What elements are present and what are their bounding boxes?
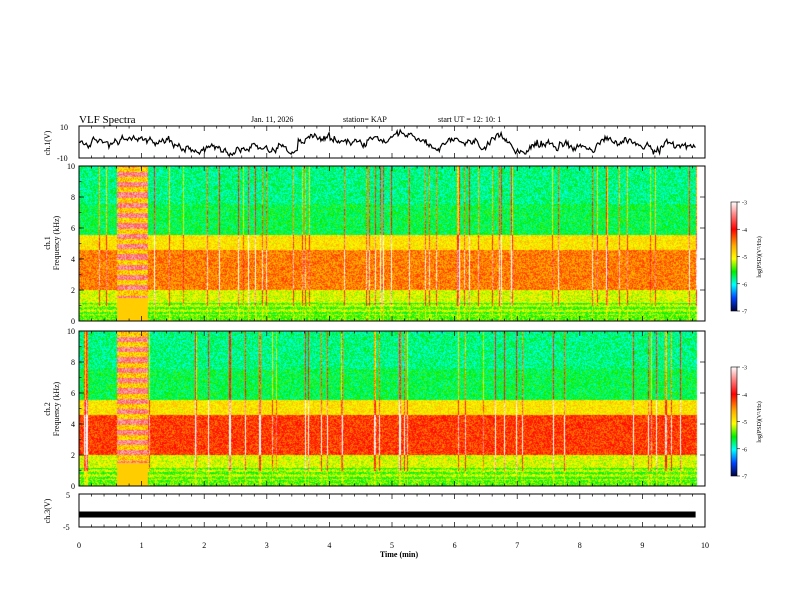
ch1-spectrogram-panel: 0 2 4 6 8 10 ch.1 Frequency (kHz)	[43, 162, 706, 326]
station-label: station= KAP	[343, 115, 387, 124]
colorbar-tick-label: -7	[742, 475, 747, 481]
x-tick-label: 8	[578, 541, 582, 550]
ch3-ylabel: ch.3(V)	[43, 498, 52, 523]
ch1-waveform-panel: 10 -10 ch.1(V)	[43, 123, 706, 163]
start-time-label: start UT = 12: 10: 1	[438, 115, 501, 124]
ch3-ytick-bottom: -5	[63, 523, 70, 532]
y-tick-label: 4	[71, 255, 75, 264]
ch2-spec-ylabel-frequency: Frequency (kHz)	[52, 381, 61, 436]
ch2-colorbar: -3 -4 -5 -6 -7 log(PSD)(V²/Hz)	[730, 366, 763, 481]
ch1-colorbar-gradient	[730, 201, 738, 312]
chart-title: VLF Spectra	[79, 114, 136, 126]
ch1-spec-ylabel-channel: ch.1	[43, 236, 52, 250]
ch2-spectrogram-image	[79, 331, 705, 486]
colorbar-tick-label: -6	[742, 447, 747, 453]
colorbar-tick-label: -6	[742, 282, 747, 288]
y-tick-label: 10	[67, 162, 75, 171]
ch2-spectrogram-panel: 0 2 4 6 8 10 ch.2 Frequency (kHz)	[43, 327, 706, 491]
y-tick-label: 0	[71, 482, 75, 491]
ch3-waveform-band	[79, 511, 696, 518]
x-axis-tick-labels: 0 1 2 3 4 5 6 7 8 9 10	[77, 541, 709, 550]
y-tick-label: 2	[71, 451, 75, 460]
x-tick-label: 9	[640, 541, 644, 550]
colorbar-tick-label: -5	[742, 255, 747, 261]
x-tick-label: 1	[140, 541, 144, 550]
colorbar-tick-label: -3	[742, 201, 747, 207]
x-tick-label: 2	[202, 541, 206, 550]
ch3-ytick-top: 5	[66, 491, 70, 500]
date-label: Jan. 11, 2026	[251, 115, 293, 124]
y-tick-label: 0	[71, 317, 75, 326]
ch3-waveform-panel: 5 -5 ch.3(V)	[43, 491, 706, 532]
colorbar-tick-label: -7	[742, 310, 747, 316]
colorbar-tick-label: -5	[742, 420, 747, 426]
ch1-spec-ylabel-frequency: Frequency (kHz)	[52, 215, 61, 270]
ch1-colorbar-label: log(PSD)(V²/Hz)	[756, 236, 763, 277]
colorbar-tick-label: -4	[742, 393, 747, 399]
y-tick-label: 10	[67, 327, 75, 336]
ch1-ytick-top: 10	[60, 123, 68, 132]
x-tick-label: 6	[453, 541, 457, 550]
ch1-spectrogram-image	[79, 166, 705, 321]
x-tick-label: 10	[701, 541, 709, 550]
y-tick-label: 6	[71, 224, 75, 233]
y-tick-label: 2	[71, 286, 75, 295]
y-tick-label: 6	[71, 389, 75, 398]
colorbar-tick-label: -3	[742, 366, 747, 372]
y-tick-label: 8	[71, 193, 75, 202]
ch2-colorbar-gradient	[730, 366, 738, 477]
x-axis-ticks	[78, 126, 706, 527]
x-tick-label: 4	[327, 541, 331, 550]
x-tick-label: 3	[265, 541, 269, 550]
x-tick-label: 0	[77, 541, 81, 550]
ch1-ytick-bottom: -10	[57, 154, 68, 163]
x-tick-label: 5	[390, 541, 394, 550]
y-tick-label: 8	[71, 358, 75, 367]
ch1-waveform-line	[78, 128, 696, 157]
colorbar-tick-label: -4	[742, 228, 747, 234]
ch2-spec-ylabel-channel: ch.2	[43, 402, 52, 416]
x-tick-label: 7	[515, 541, 519, 550]
ch2-colorbar-label: log(PSD)(V²/Hz)	[756, 401, 763, 442]
ch1-colorbar: -3 -4 -5 -6 -7 log(PSD)(V²/Hz)	[730, 201, 763, 316]
x-axis-label: Time (min)	[380, 550, 419, 559]
ch1-ylabel: ch.1(V)	[43, 130, 52, 155]
y-tick-label: 4	[71, 420, 75, 429]
